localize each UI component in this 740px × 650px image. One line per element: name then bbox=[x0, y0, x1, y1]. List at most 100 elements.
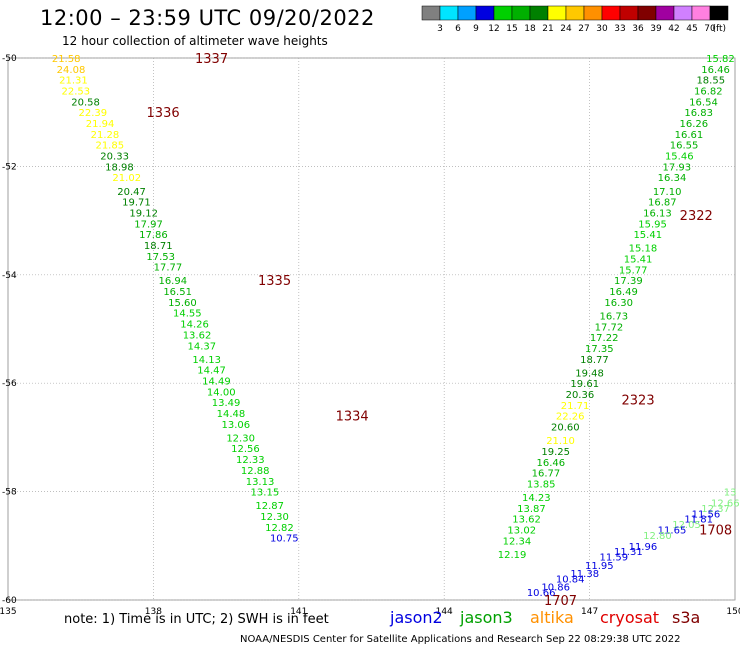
wave-height-value: 19.12 bbox=[129, 208, 158, 219]
wave-height-value: 12.80 bbox=[643, 531, 672, 542]
wave-height-value: 24.08 bbox=[57, 65, 86, 76]
map-subtitle: 12 hour collection of altimeter wave hei… bbox=[62, 34, 328, 48]
wave-height-value: 12.37 bbox=[701, 504, 730, 515]
satellite-label-s3a: s3a bbox=[672, 608, 701, 627]
wave-height-value: 21.31 bbox=[59, 76, 88, 87]
legend-swatch bbox=[709, 5, 729, 21]
wave-height-value: 11.65 bbox=[658, 526, 687, 537]
track-pass-label: 1337 bbox=[195, 52, 228, 67]
lat-tick-label: -58 bbox=[2, 488, 17, 498]
wave-height-value: 19.25 bbox=[541, 447, 570, 458]
footer-credit: NOAA/NESDIS Center for Satellite Applica… bbox=[240, 634, 681, 645]
wave-height-value: 12.87 bbox=[255, 501, 284, 512]
wave-height-value: 22.53 bbox=[62, 87, 91, 98]
wave-height-value: 16.87 bbox=[648, 198, 677, 209]
legend-tick-label: 15 bbox=[506, 24, 517, 34]
wave-height-value: 14.55 bbox=[173, 309, 202, 320]
track-pass-label: 2323 bbox=[622, 393, 655, 408]
legend-tick-label: 27 bbox=[578, 24, 589, 34]
track-pass-label: 1335 bbox=[258, 274, 291, 289]
wave-height-value: 17.53 bbox=[146, 252, 175, 263]
satellite-label-altika: altika bbox=[530, 608, 574, 627]
wave-height-value: 10.75 bbox=[270, 534, 299, 545]
wave-height-value: 16.77 bbox=[532, 469, 561, 480]
wave-height-value: 16.73 bbox=[600, 311, 629, 322]
wave-height-value: 16.51 bbox=[163, 287, 192, 298]
legend-swatch bbox=[601, 5, 621, 21]
wave-height-value: 16.54 bbox=[689, 97, 718, 108]
wave-height-value: 13.87 bbox=[517, 504, 546, 515]
track-pass-label: 1707 bbox=[544, 594, 577, 609]
legend-swatch bbox=[547, 5, 567, 21]
lon-tick-label: 147 bbox=[581, 607, 598, 617]
wave-height-value: 13.62 bbox=[183, 330, 212, 341]
wave-height-value: 13.85 bbox=[527, 479, 556, 490]
legend-tick-label: 18 bbox=[524, 24, 536, 34]
legend-tick-label: 6 bbox=[455, 24, 461, 34]
wave-height-value: 17.77 bbox=[154, 263, 183, 274]
wave-height-value: 12.82 bbox=[265, 523, 294, 534]
wave-height-value: 19.48 bbox=[575, 368, 604, 379]
legend-tick-label: 42 bbox=[668, 24, 679, 34]
legend-swatch bbox=[457, 5, 477, 21]
wave-height-value: 11.56 bbox=[692, 509, 721, 520]
wave-height-value: 18.71 bbox=[144, 241, 173, 252]
map-title: 12:00 – 23:59 UTC 09/20/2022 bbox=[40, 6, 375, 30]
wave-height-value: 12.05 bbox=[672, 520, 701, 531]
wave-height-value: 14.26 bbox=[180, 320, 209, 331]
legend-tick-label: 9 bbox=[473, 24, 479, 34]
wave-height-value: 20.58 bbox=[71, 97, 100, 108]
track-pass-label: 1336 bbox=[147, 106, 180, 121]
wave-height-value: 12.30 bbox=[260, 512, 289, 523]
wave-height-value: 12.30 bbox=[226, 433, 255, 444]
satellite-label-cryosat: cryosat bbox=[600, 608, 660, 627]
wave-height-value: 15.41 bbox=[633, 230, 662, 241]
wave-height-value: 10.86 bbox=[541, 582, 570, 593]
wave-height-value: 15.60 bbox=[168, 298, 197, 309]
wave-height-value: 16.34 bbox=[658, 173, 687, 184]
wave-height-value: 15.77 bbox=[619, 265, 648, 276]
legend-tick-label: 39 bbox=[650, 24, 662, 34]
wave-height-value: 20.36 bbox=[566, 390, 595, 401]
wave-height-value: 16.61 bbox=[675, 130, 704, 141]
wave-height-value: 21.10 bbox=[546, 436, 575, 447]
wave-height-value: 11.95 bbox=[585, 561, 614, 572]
wave-height-value: 13.06 bbox=[221, 420, 250, 431]
legend-tick-label: 21 bbox=[542, 24, 553, 34]
wave-height-value: 21.85 bbox=[95, 141, 124, 152]
lon-tick-label: 135 bbox=[0, 607, 17, 617]
wave-height-value: 15.82 bbox=[706, 54, 735, 65]
wave-height-value: 15.95 bbox=[638, 219, 667, 230]
legend-tick-label: 33 bbox=[614, 24, 625, 34]
wave-height-value: 16.83 bbox=[684, 108, 713, 119]
legend-swatch bbox=[421, 5, 441, 21]
wave-height-value: 21.94 bbox=[86, 119, 115, 130]
wave-height-value: 14.48 bbox=[217, 409, 246, 420]
wave-height-value: 14.37 bbox=[188, 341, 217, 352]
track-pass-label: 1708 bbox=[699, 524, 732, 539]
wave-height-value: 20.60 bbox=[551, 423, 580, 434]
wave-height-value: 15.46 bbox=[665, 152, 694, 163]
wave-height-value: 17.72 bbox=[595, 322, 624, 333]
legend-swatch bbox=[655, 5, 675, 21]
wave-height-value: 17.97 bbox=[134, 219, 163, 230]
legend-unit-label: (ft) bbox=[712, 24, 726, 34]
legend-swatch bbox=[583, 5, 603, 21]
legend-tick-label: 45 bbox=[686, 24, 697, 34]
legend-swatch bbox=[691, 5, 711, 21]
wave-height-value: 16.46 bbox=[537, 458, 566, 469]
lat-tick-label: -54 bbox=[2, 271, 17, 281]
legend-tick-label: 70 bbox=[704, 24, 716, 34]
wave-height-value: 20.47 bbox=[117, 187, 146, 198]
lon-tick-label: 144 bbox=[436, 607, 453, 617]
wave-height-value: 12.33 bbox=[236, 455, 265, 466]
track-pass-label: 1334 bbox=[336, 410, 369, 425]
legend-swatch bbox=[529, 5, 549, 21]
wave-height-value: 11.59 bbox=[600, 553, 629, 564]
wave-height-value: 14.47 bbox=[197, 366, 226, 377]
wave-height-value: 11.96 bbox=[629, 542, 658, 553]
legend-swatch bbox=[673, 5, 693, 21]
wave-height-value: 21.71 bbox=[561, 401, 590, 412]
wave-height-value: 10.66 bbox=[527, 588, 556, 599]
wave-height-value: 11.81 bbox=[684, 515, 713, 526]
